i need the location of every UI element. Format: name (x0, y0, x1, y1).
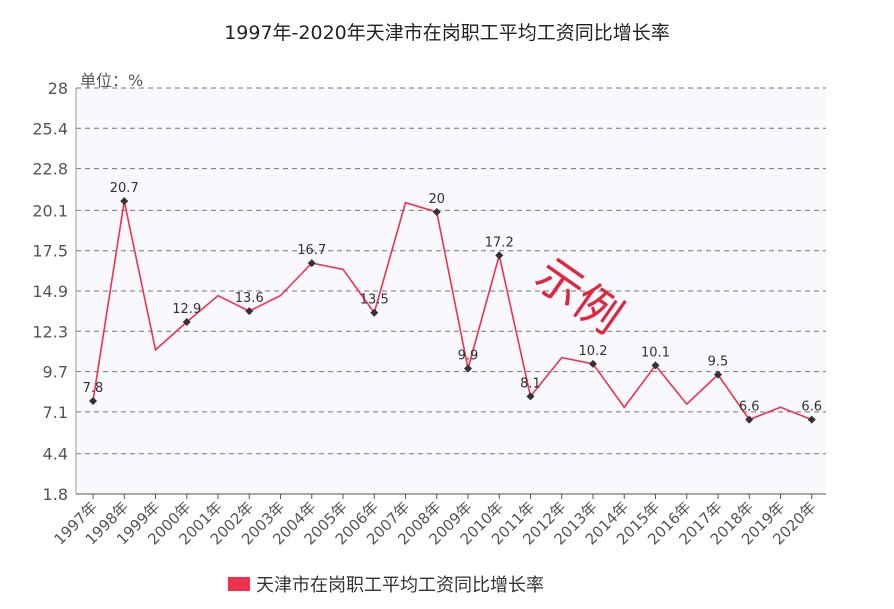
data-label: 7.8 (83, 381, 104, 396)
data-point (495, 251, 504, 260)
data-label: 10.2 (579, 344, 608, 359)
legend-swatch (228, 577, 250, 591)
data-point (526, 392, 535, 401)
data-label: 20 (428, 192, 445, 207)
data-point (464, 364, 472, 373)
y-tick-label: 4.4 (43, 445, 68, 464)
data-label: 13.6 (235, 291, 264, 306)
y-tick-label: 25.4 (32, 119, 68, 138)
data-point (370, 308, 379, 317)
data-label: 12.9 (172, 302, 201, 317)
data-point (89, 397, 97, 406)
series-line (92, 200, 813, 421)
data-point (807, 415, 816, 424)
y-tick-label: 28 (48, 79, 68, 98)
y-axis-label: 单位：% (80, 71, 143, 90)
data-label: 9.5 (708, 355, 729, 370)
data-point (651, 361, 660, 370)
data-point (120, 197, 129, 206)
data-label: 20.7 (110, 181, 139, 196)
y-tick-label: 7.1 (43, 403, 68, 422)
data-label: 10.1 (641, 345, 670, 360)
data-point (745, 415, 754, 424)
y-tick-label: 12.3 (32, 322, 68, 341)
y-tick-label: 22.8 (32, 160, 68, 179)
data-point (589, 359, 597, 368)
y-tick-label: 1.8 (43, 485, 68, 504)
data-label: 16.7 (297, 243, 326, 258)
y-tick-label: 9.7 (43, 363, 68, 382)
data-point (307, 259, 316, 268)
data-label: 13.5 (360, 293, 389, 308)
chart-title: 1997年-2020年天津市在岗职工平均工资同比增长率 (224, 22, 670, 44)
data-label: 6.6 (739, 400, 760, 415)
y-tick-label: 17.5 (32, 242, 68, 261)
legend: 天津市在岗职工平均工资同比增长率 (228, 572, 544, 596)
data-point (182, 317, 191, 326)
data-label: 8.1 (520, 376, 541, 391)
data-point (432, 207, 441, 216)
data-label: 9.9 (458, 348, 479, 363)
data-label: 17.2 (485, 235, 514, 250)
data-point (245, 307, 254, 316)
y-tick-label: 20.1 (32, 201, 68, 220)
y-tick-label: 14.9 (32, 282, 68, 301)
legend-label: 天津市在岗职工平均工资同比增长率 (256, 575, 544, 596)
data-point (714, 370, 722, 379)
data-label: 6.6 (801, 400, 822, 415)
